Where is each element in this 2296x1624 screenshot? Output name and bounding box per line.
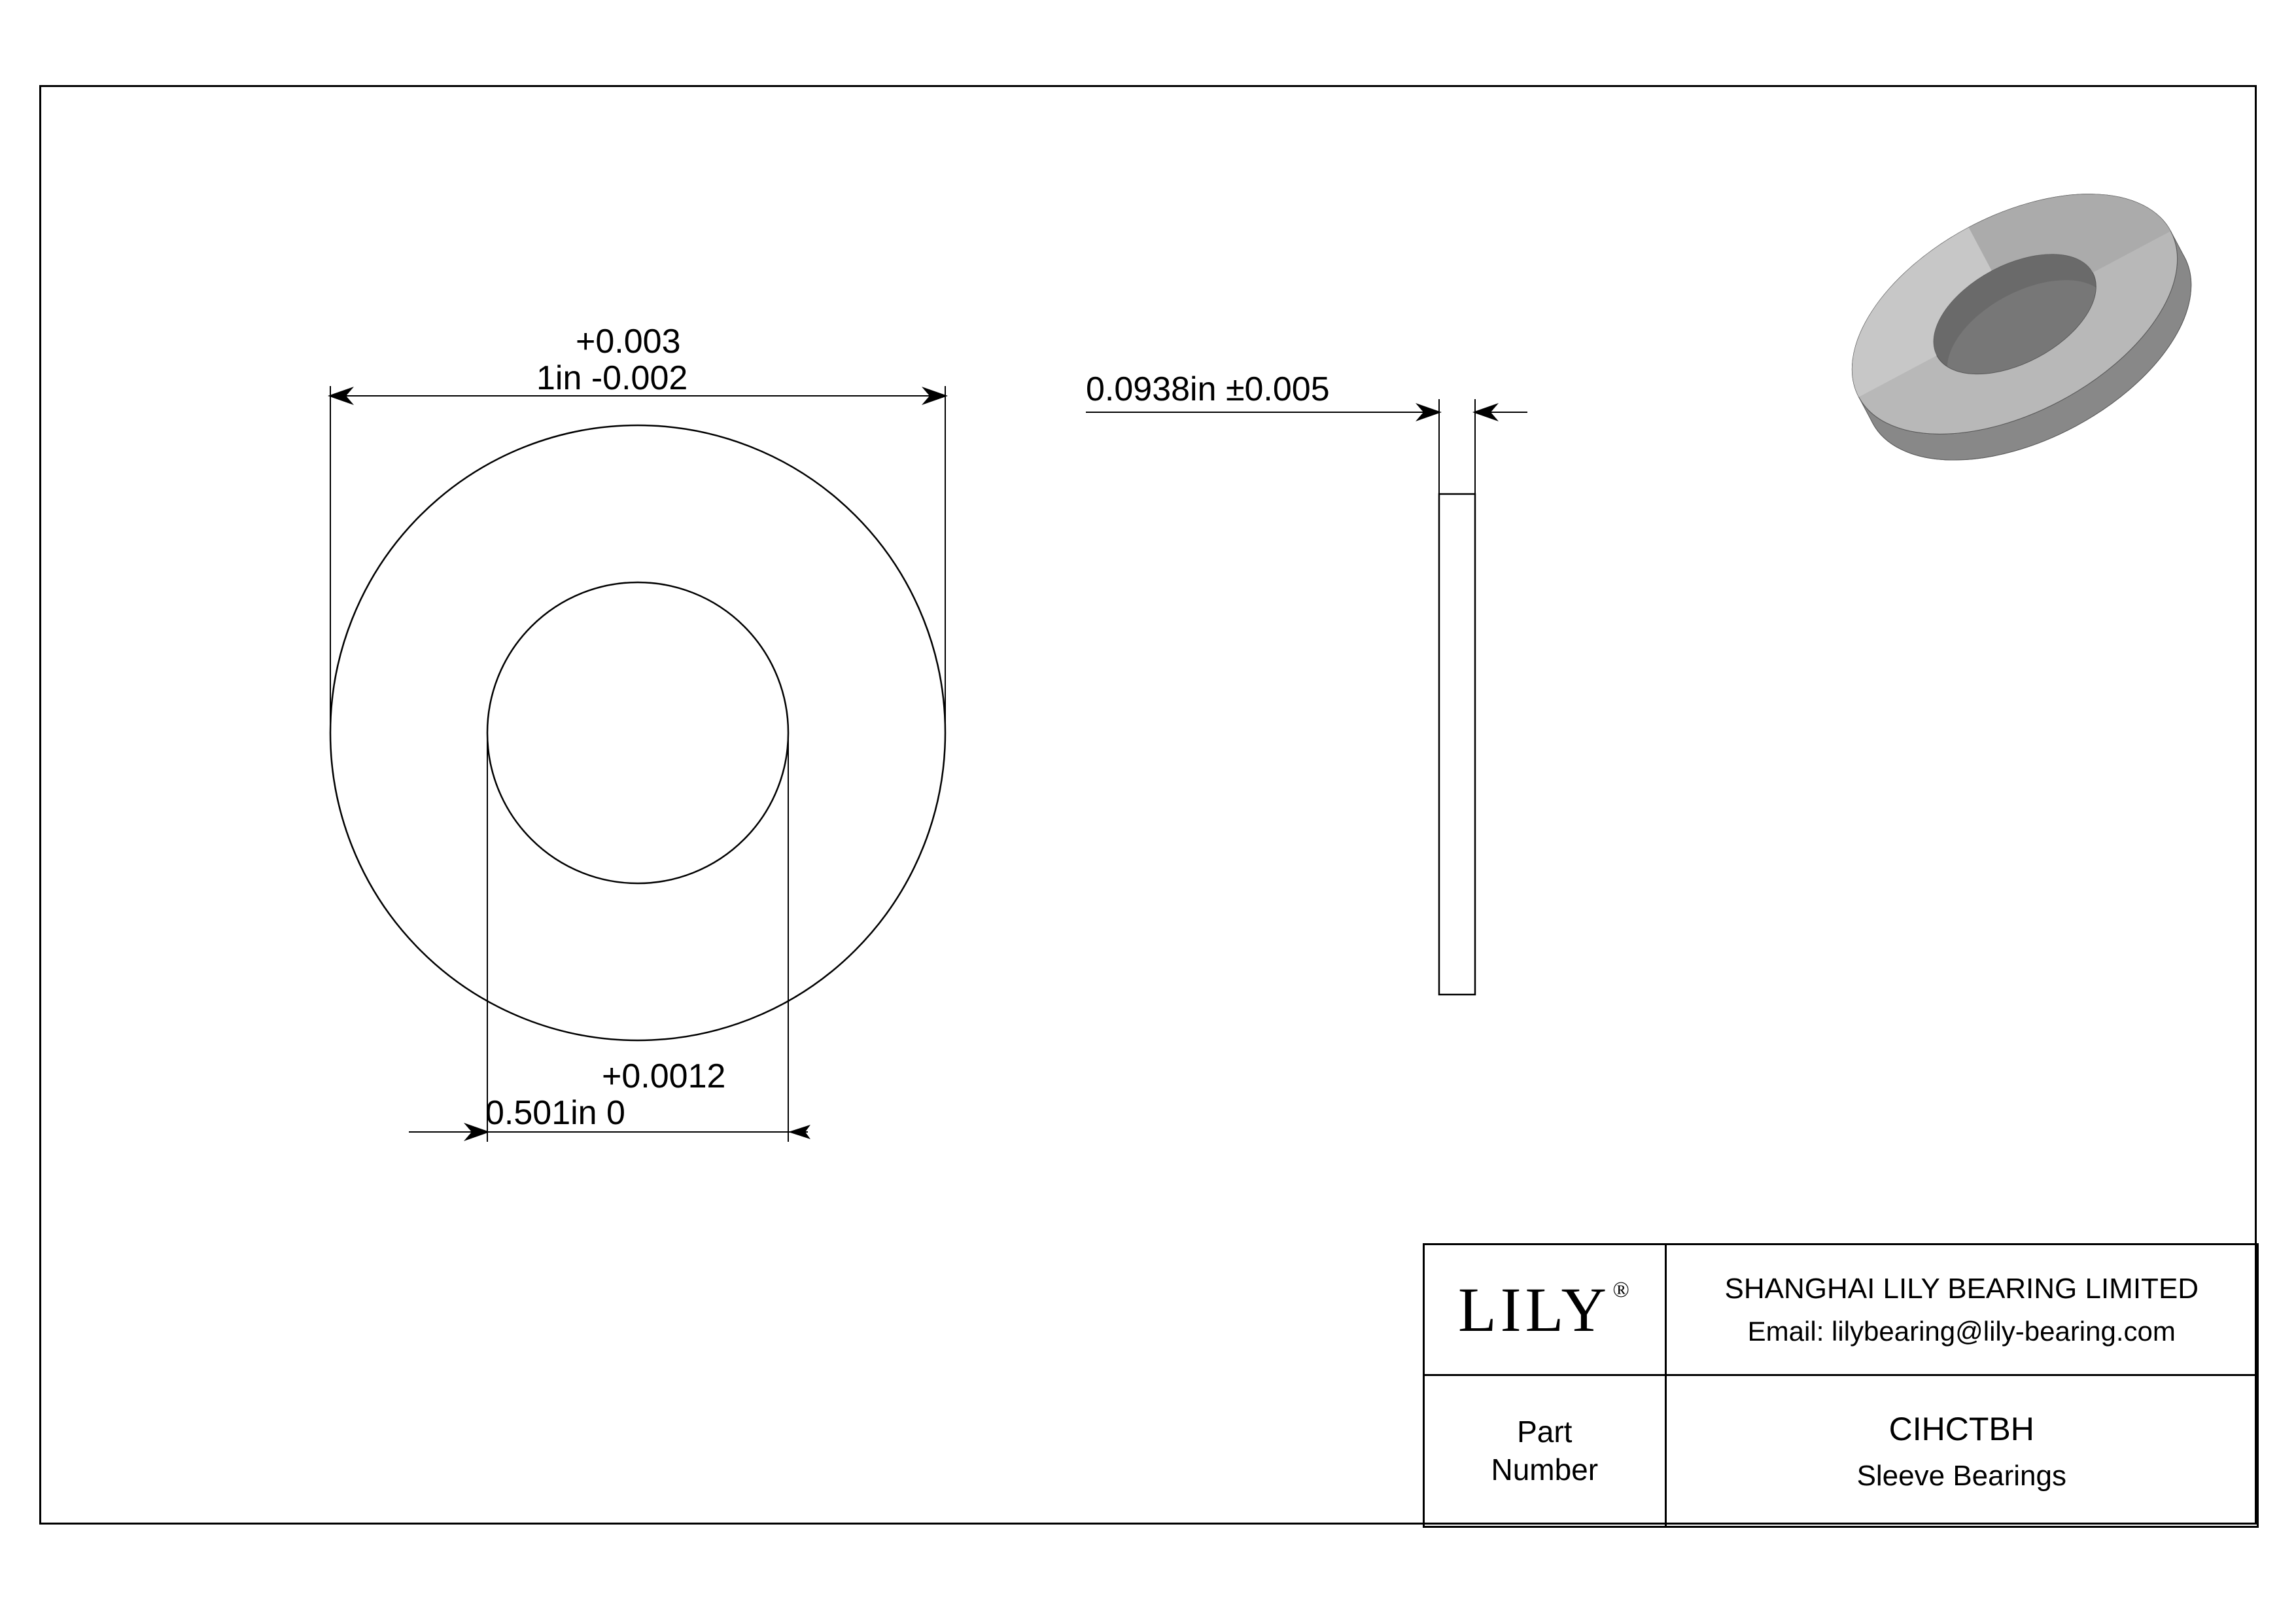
inner-dim-value: 0.501in 0 xyxy=(485,1093,625,1133)
part-code: CIHCTBH xyxy=(1667,1410,2256,1448)
outer-dim-tol-upper: +0.003 xyxy=(576,322,681,361)
iso-washer xyxy=(1813,145,2231,510)
title-block: LILY® SHANGHAI LILY BEARING LIMITED Emai… xyxy=(1423,1243,2259,1528)
inner-dim-tol-upper: +0.0012 xyxy=(602,1057,725,1096)
front-inner-circle xyxy=(487,582,788,883)
company-email: Email: lilybearing@lily-bearing.com xyxy=(1667,1316,2256,1347)
logo-text: LILY® xyxy=(1458,1275,1631,1345)
part-info-cell: CIHCTBH Sleeve Bearings xyxy=(1665,1375,2257,1527)
partnum-label: Part Number xyxy=(1425,1413,1664,1489)
company-name: SHANGHAI LILY BEARING LIMITED xyxy=(1667,1273,2256,1305)
part-desc: Sleeve Bearings xyxy=(1667,1460,2256,1492)
partnum-label-cell: Part Number xyxy=(1424,1375,1666,1527)
logo-cell: LILY® xyxy=(1424,1244,1666,1375)
front-outer-circle xyxy=(330,425,945,1040)
registered-mark: ® xyxy=(1612,1278,1633,1302)
company-cell: SHANGHAI LILY BEARING LIMITED Email: lil… xyxy=(1665,1244,2257,1375)
side-view-rect xyxy=(1439,494,1475,995)
outer-dim-value: 1in -0.002 xyxy=(536,359,687,398)
thickness-dim-label: 0.0938in ±0.005 xyxy=(1086,370,1330,409)
